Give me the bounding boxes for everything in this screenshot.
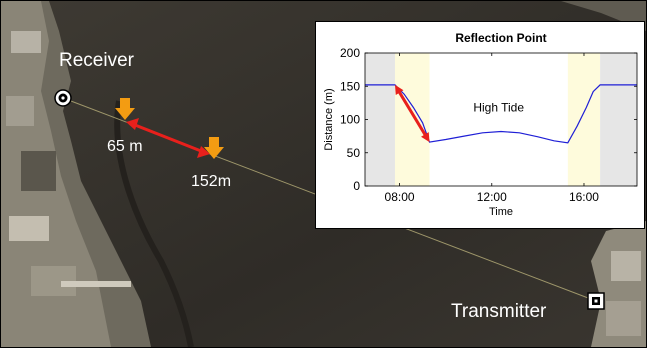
y-tick-label: 50: [347, 146, 361, 160]
top-right-shore: [561, 1, 646, 31]
series-layer: [365, 84, 637, 144]
building-block: [9, 216, 49, 241]
arrow-layer: [394, 84, 430, 143]
receiver-marker: [54, 89, 72, 107]
reflection-distance-line: [365, 84, 637, 144]
building-block: [11, 31, 41, 53]
building-block: [611, 251, 641, 281]
high-tide-annotation: High Tide: [473, 101, 524, 115]
tide-region: [365, 53, 395, 186]
near-reflection-marker-icon: [115, 98, 135, 120]
chart-svg: 0 50 100 150 200 08:00 12:00 16:00 Reflection P…: [323, 31, 638, 218]
y-tick-label: 100: [340, 113, 360, 127]
y-axis-label: Distance (m): [323, 88, 335, 150]
building-block: [606, 301, 641, 336]
distance-arrow-shaft: [397, 90, 428, 137]
transmitter-label: Transmitter: [451, 301, 547, 322]
distance-arrow-head: [394, 84, 404, 95]
channel: [114, 100, 194, 347]
x-tick-label: 12:00: [477, 190, 507, 204]
pier: [61, 281, 131, 287]
x-tick-label: 16:00: [569, 190, 599, 204]
ticks-layer: 0 50 100 150 200 08:00 12:00 16:00: [340, 46, 637, 204]
tide-regions: [365, 53, 637, 186]
far-reflection-marker-icon: [204, 137, 224, 159]
far-distance-label: 152m: [191, 173, 232, 190]
near-distance-label: 65 m: [107, 138, 143, 155]
transmitter-marker: [587, 292, 605, 310]
y-tick-label: 200: [340, 46, 360, 60]
x-axis-label: Time: [489, 206, 513, 218]
building-block: [6, 96, 34, 126]
distance-arrow-head: [421, 132, 430, 143]
building-block: [21, 151, 56, 191]
y-tick-label: 0: [353, 179, 360, 193]
tide-region: [567, 53, 601, 186]
receiver-label: Receiver: [59, 50, 134, 71]
reflection-point-chart: 0 50 100 150 200 08:00 12:00 16:00 Reflection P…: [315, 21, 645, 229]
y-tick-label: 150: [340, 79, 360, 93]
tide-region: [600, 53, 637, 186]
chart-title: Reflection Point: [455, 31, 546, 45]
distance-double-arrow: [126, 118, 210, 158]
tide-region: [394, 53, 430, 186]
x-tick-label: 08:00: [385, 190, 415, 204]
